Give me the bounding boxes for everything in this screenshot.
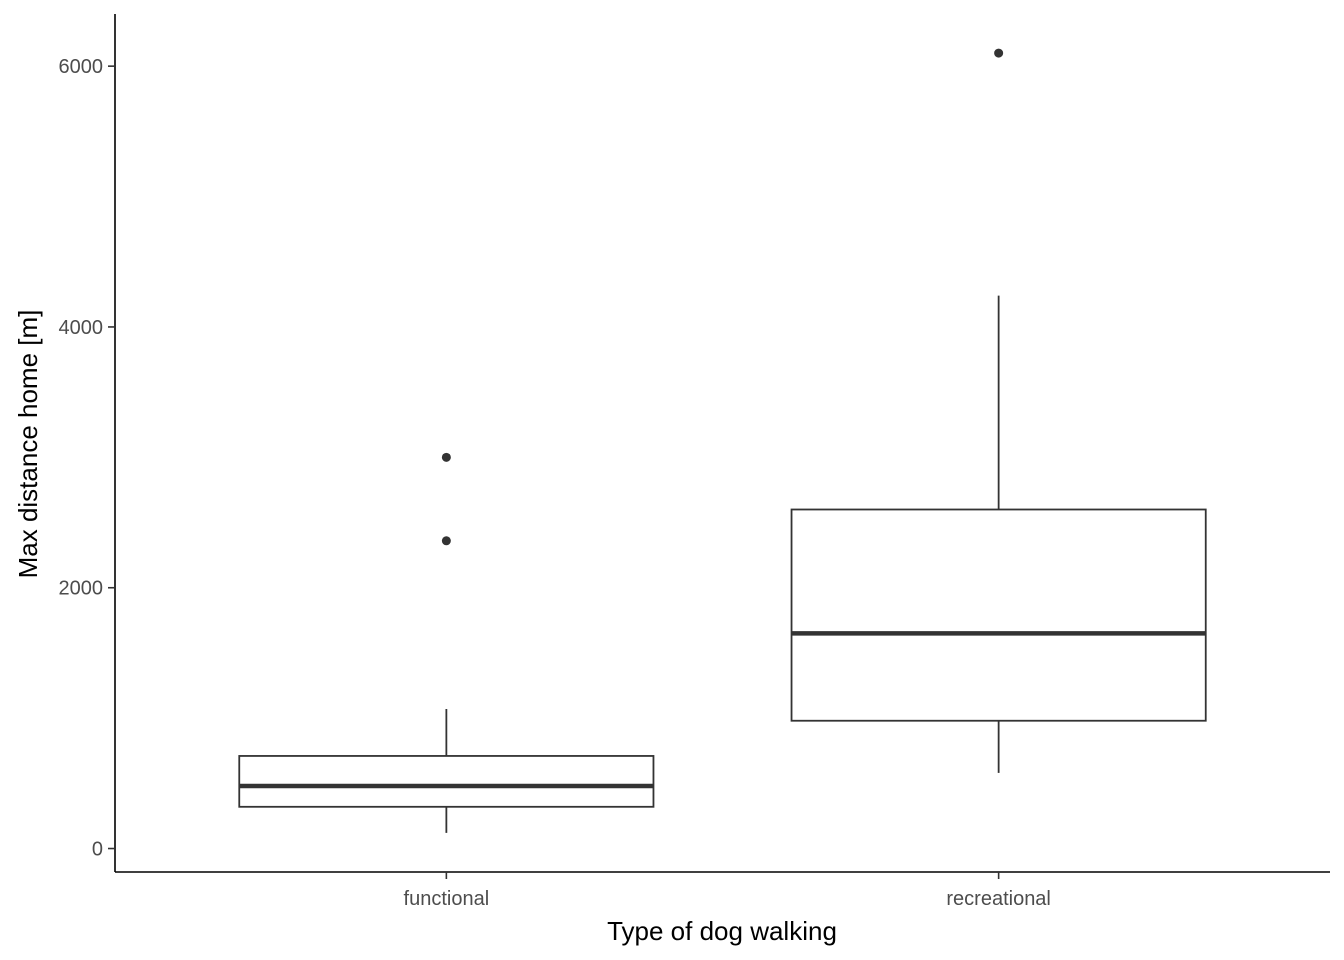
y-tick-label: 6000 — [59, 56, 104, 78]
boxes-layer — [238, 48, 1207, 833]
x-tick-label: functional — [404, 888, 490, 910]
outlier-point — [441, 452, 451, 462]
box-iqr — [238, 755, 655, 808]
y-axis-title: Max distance home [m] — [13, 310, 43, 579]
axes-layer — [114, 14, 1330, 873]
box-group-recreational — [790, 48, 1207, 773]
y-tick-label: 4000 — [59, 317, 104, 339]
ticks-layer: 0 2000 4000 6000 functional recreational — [59, 56, 1051, 910]
y-tick-label: 2000 — [59, 578, 104, 600]
outlier-point — [994, 48, 1004, 58]
box-iqr — [790, 508, 1207, 722]
box-group-functional — [238, 452, 655, 833]
outlier-point — [441, 536, 451, 546]
y-tick-label: 0 — [92, 839, 103, 861]
x-tick-label: recreational — [946, 888, 1051, 910]
x-axis-title: Type of dog walking — [607, 916, 837, 946]
